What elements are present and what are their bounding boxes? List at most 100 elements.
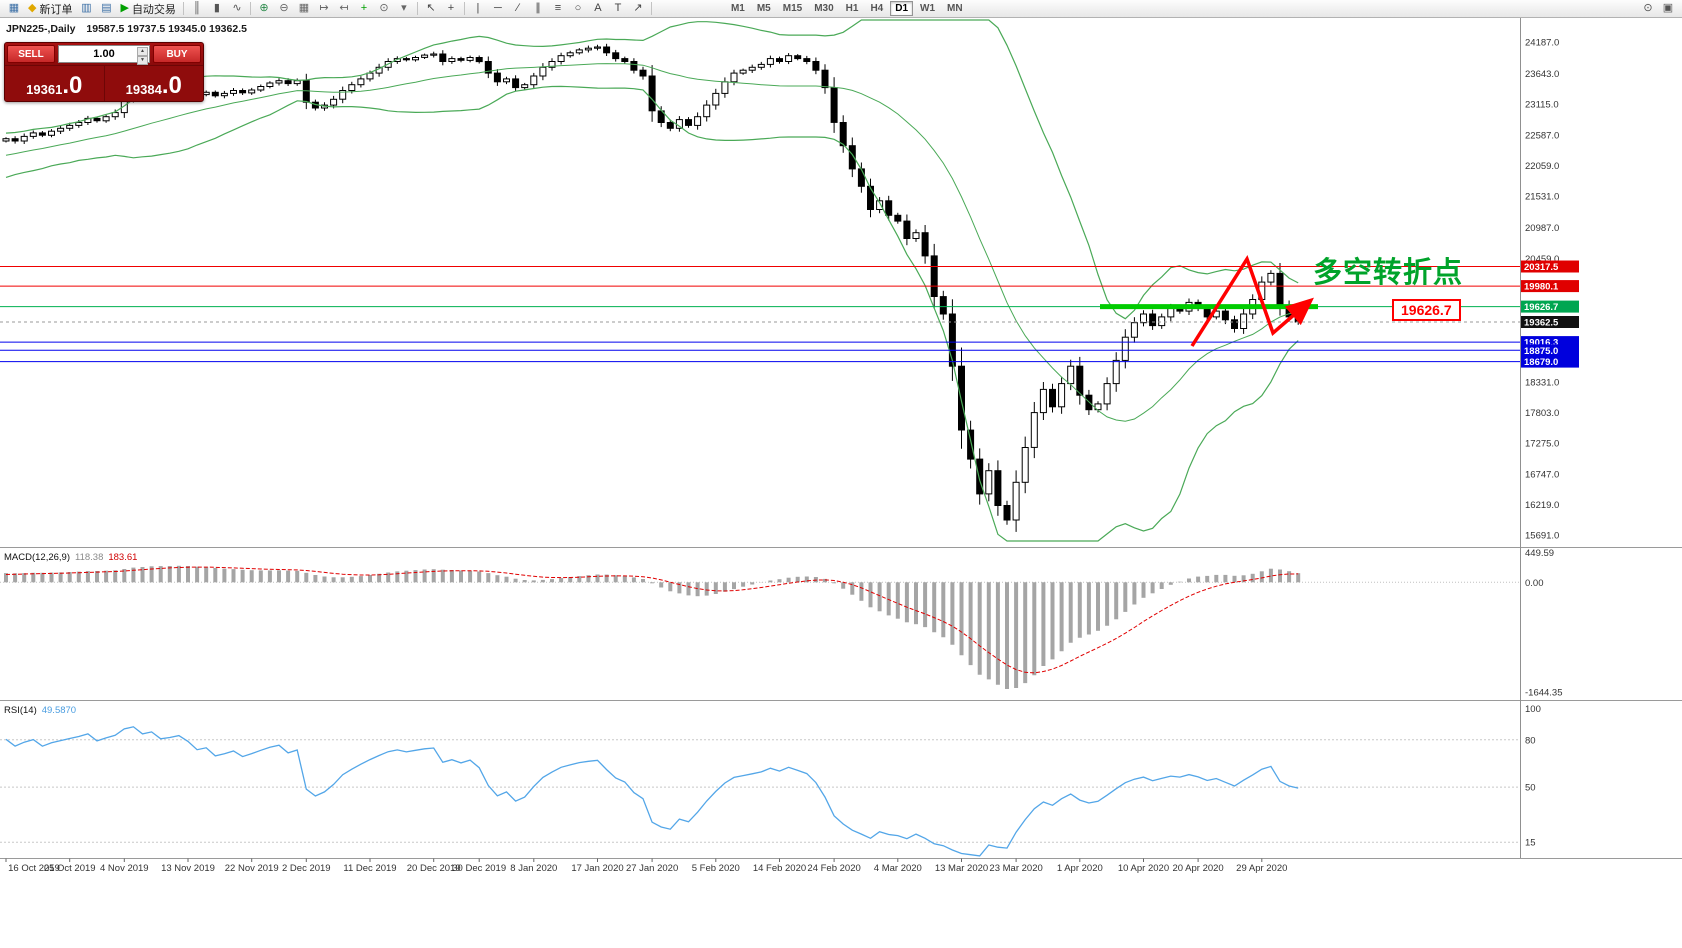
zoom-in-icon: ⊕ [259, 2, 269, 14]
date-axis-label: 10 Apr 2020 [1118, 863, 1169, 874]
quick-search-button[interactable]: ⊙ [1638, 1, 1658, 17]
candle-body [1140, 313, 1147, 324]
date-axis-label: 2 Dec 2019 [282, 863, 331, 874]
shapes-button[interactable]: ○ [568, 1, 588, 17]
horizontal-lines [0, 266, 1520, 363]
vertical-line-icon: | [476, 2, 480, 14]
label-button[interactable]: T [608, 1, 628, 17]
new-order-button[interactable]: ◆ 新订单 [24, 1, 76, 17]
sell-price-display[interactable]: 19361.0 [5, 66, 104, 101]
toolbar-separator [182, 2, 184, 15]
price-tag-label: 18875.0 [1524, 346, 1558, 357]
candle-body [566, 52, 574, 57]
line-chart-button[interactable]: ∿ [227, 1, 247, 17]
date-axis-label: 20 Apr 2020 [1172, 863, 1223, 874]
timeframe-w1[interactable]: W1 [920, 3, 936, 14]
text-button[interactable]: A [588, 1, 608, 17]
volume-down-icon[interactable]: ▼ [137, 56, 148, 65]
trend-arrow-annotation[interactable] [1190, 255, 1314, 347]
auto-scroll-button[interactable]: ↦ [314, 1, 334, 17]
candle-body [630, 61, 638, 71]
candle-body [794, 55, 802, 60]
fibonacci-button[interactable]: ≡ [548, 1, 568, 17]
candle-body [530, 75, 538, 86]
periods-button[interactable]: ⊙ [374, 1, 394, 17]
macd-main-value: 118.38 [75, 552, 104, 563]
price-tag [1521, 280, 1579, 293]
price-axis-label: 20459.0 [1525, 254, 1559, 265]
candle-body [521, 84, 529, 89]
crosshair-button[interactable]: + [441, 1, 461, 17]
price-tag-label: 19362.5 [1524, 318, 1559, 329]
label-icon: T [614, 2, 622, 14]
rsi-axis-label: 15 [1525, 838, 1536, 849]
date-axis-label: 1 Apr 2020 [1057, 863, 1103, 874]
candle-body [721, 81, 729, 94]
order-panel-prices: 19361.0 19384.0 [5, 65, 203, 101]
timeframe-m15[interactable]: M15 [782, 3, 803, 14]
rsi-axis-label: 100 [1525, 704, 1541, 715]
price-axis: 24187.0 23643.0 23115.0 22587.0 22059.0 21531… [1525, 38, 1559, 542]
macd-histogram [4, 565, 1301, 689]
timeframe-m1[interactable]: M1 [730, 3, 745, 14]
horizontal-line-button[interactable]: ─ [488, 1, 508, 17]
price-axis-label: 20987.0 [1525, 223, 1559, 234]
candle-body [1076, 365, 1084, 396]
price-axis-label: 16747.0 [1525, 469, 1559, 480]
trendline-button[interactable]: ∕ [508, 1, 528, 17]
buy-price-display[interactable]: 19384.0 [103, 66, 204, 101]
market-watch-button[interactable]: ▥ [76, 1, 96, 17]
buy-price-main: 19384 [125, 82, 162, 97]
candle-body [293, 80, 301, 85]
timeframe-d1[interactable]: D1 [890, 1, 914, 16]
new-chart-button[interactable]: ▦ [4, 1, 24, 17]
bar-chart-icon: ║ [193, 2, 201, 14]
timeframe-h1[interactable]: H1 [845, 3, 859, 14]
indicators-button[interactable]: + [354, 1, 374, 17]
candle-body [1003, 505, 1011, 521]
candlesticks [2, 43, 1302, 532]
auto-trading-button[interactable]: ▶ 自动交易 [116, 1, 179, 17]
timeframe-m30[interactable]: M30 [814, 3, 834, 14]
candle-body [421, 54, 429, 58]
cursor-button[interactable]: ↖ [421, 1, 441, 17]
candle-body [867, 185, 874, 211]
date-axis-label: 30 Dec 2019 [452, 863, 506, 874]
tile-windows-button[interactable]: ▦ [294, 1, 314, 17]
candle-body [976, 458, 984, 495]
data-window-button[interactable]: ▤ [96, 1, 116, 17]
candle-body [612, 52, 620, 60]
candle-body [1058, 383, 1066, 408]
price-chart[interactable]: 24187.0 23643.0 23115.0 22587.0 22059.0 21531… [0, 18, 1682, 948]
fibonacci-icon: ≡ [554, 2, 562, 14]
templates-button[interactable]: ▾ [394, 1, 414, 17]
candle-body [539, 66, 547, 77]
zoom-in-button[interactable]: ⊕ [254, 1, 274, 17]
candle-body [211, 91, 219, 97]
price-axis-label: 18331.0 [1525, 377, 1559, 388]
candlestick-chart-button[interactable]: ▮ [207, 1, 227, 17]
sell-button[interactable]: SELL [7, 45, 55, 63]
candle-body [248, 89, 256, 94]
vertical-line-button[interactable]: | [468, 1, 488, 17]
price-tag [1521, 300, 1579, 313]
channel-button[interactable]: ∥ [528, 1, 548, 17]
candle-body [712, 92, 720, 106]
timeframe-h4[interactable]: H4 [870, 3, 884, 14]
volume-input[interactable]: 1.00 ▲ ▼ [58, 45, 150, 65]
candle-body [102, 116, 110, 122]
timeframe-mn[interactable]: MN [947, 3, 963, 14]
timeframe-m5[interactable]: M5 [756, 3, 771, 14]
candle-body [475, 57, 483, 63]
zoom-out-button[interactable]: ⊖ [274, 1, 294, 17]
candle-body [666, 122, 674, 129]
chart-shift-button[interactable]: ↤ [334, 1, 354, 17]
volume-up-icon[interactable]: ▲ [137, 47, 148, 56]
buy-button[interactable]: BUY [153, 45, 201, 63]
candle-body [985, 470, 993, 495]
window-list-button[interactable]: ▣ [1658, 1, 1678, 17]
arrows-button[interactable]: ↗ [628, 1, 648, 17]
auto-trading-icon: ▶ [120, 2, 129, 14]
bar-chart-button[interactable]: ║ [187, 1, 207, 17]
